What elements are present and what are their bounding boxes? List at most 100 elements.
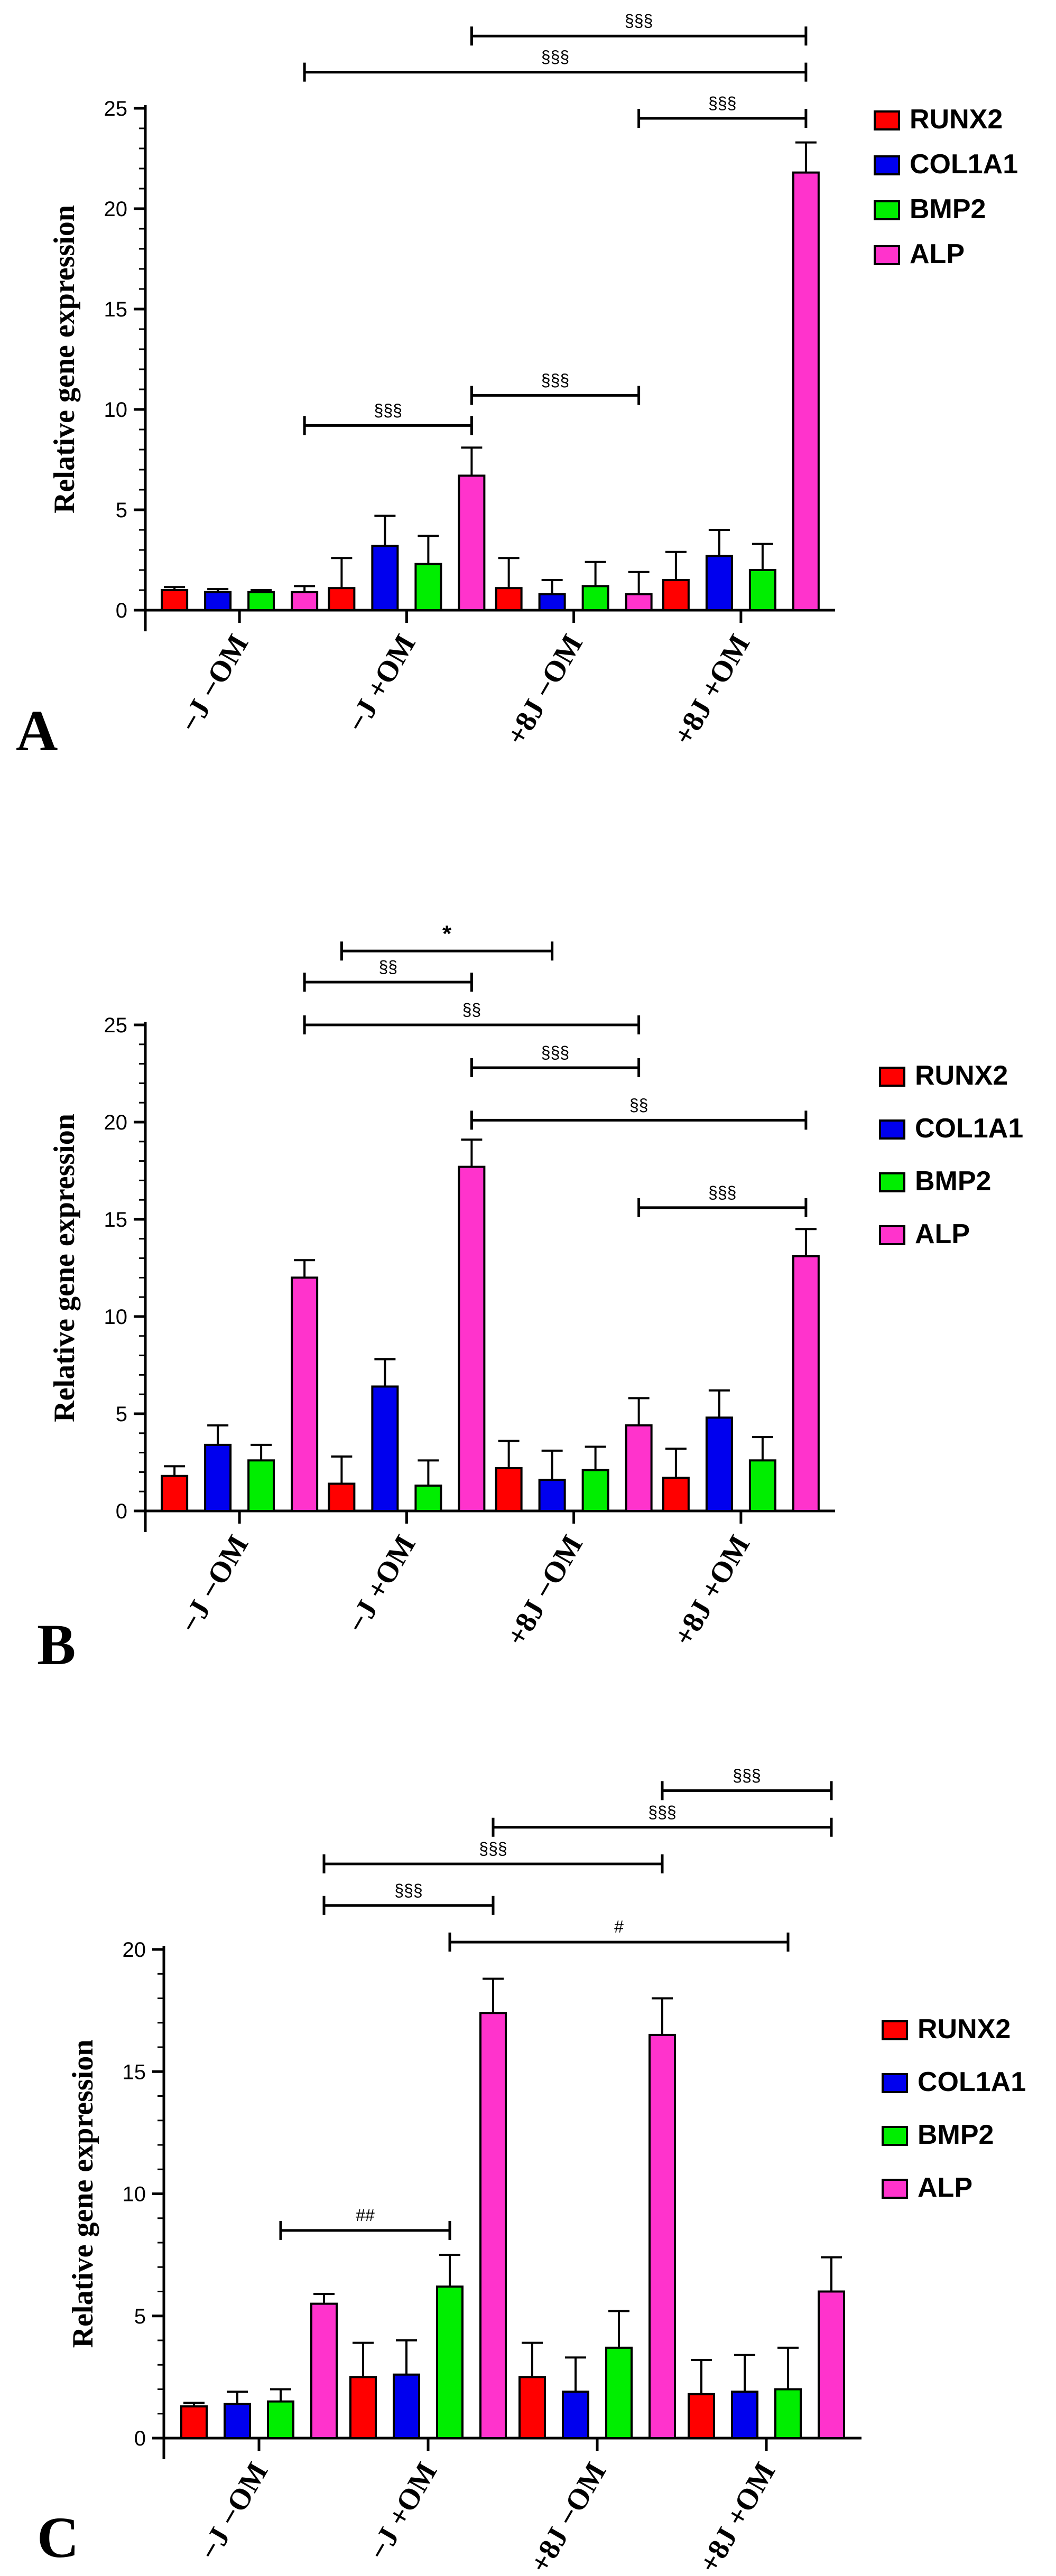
- significance-label: §§§: [625, 11, 653, 30]
- y-tick-label: 20: [123, 1938, 146, 1962]
- bar-runx2: [495, 587, 523, 611]
- x-category-label: +8J +OM: [692, 2457, 782, 2574]
- bar-col1a1: [371, 1385, 399, 1512]
- bar-runx2: [349, 2376, 377, 2439]
- x-category-label: −J +OM: [362, 2457, 443, 2566]
- bar-col1a1: [224, 2403, 251, 2439]
- bar-runx2: [161, 589, 189, 611]
- chart-panel-b: 0 5 10 15 20 25 Relative gene expression −J −OM…: [37, 921, 1023, 1677]
- y-tick-label: 10: [123, 2183, 146, 2206]
- bar-alp: [625, 593, 653, 611]
- legend-swatch-runx2: [882, 2020, 908, 2040]
- bar-alp: [649, 2033, 676, 2439]
- legend-label-alp: ALP: [918, 2172, 972, 2203]
- legend-swatch-runx2: [879, 1067, 905, 1087]
- y-tick-label: 0: [116, 599, 127, 622]
- bar-bmp2: [247, 591, 275, 612]
- significance-label: §§§: [541, 1043, 569, 1062]
- bar-runx2: [662, 1477, 690, 1512]
- y-tick-label: 20: [104, 198, 128, 221]
- panel-letter: C: [37, 2505, 79, 2570]
- x-category-label: −J +OM: [340, 629, 422, 738]
- significance-label: §§§: [733, 1766, 761, 1785]
- bar-bmp2: [267, 2400, 294, 2439]
- legend-label-col1a1: COL1A1: [910, 149, 1018, 180]
- legend-swatch-bmp2: [882, 2126, 908, 2146]
- y-tick-label: 20: [104, 1111, 128, 1134]
- legend-label-runx2: RUNX2: [918, 2014, 1011, 2045]
- bar-col1a1: [705, 1416, 733, 1513]
- bar-alp: [291, 1276, 319, 1512]
- bar-col1a1: [731, 2391, 758, 2439]
- significance-label: *: [442, 921, 452, 947]
- bar-runx2: [662, 579, 690, 611]
- bar-bmp2: [581, 585, 609, 612]
- significance-label: §§§: [394, 1881, 422, 1900]
- x-category-label: −J −OM: [192, 2457, 274, 2566]
- y-axis-label: Relative gene expression: [67, 2040, 99, 2348]
- y-tick-label: 0: [116, 1500, 127, 1523]
- chart-panel-c: 0 5 10 15 20 Relative gene expression −J −OM −J…: [37, 1766, 1026, 2576]
- bar-col1a1: [538, 1479, 566, 1513]
- x-category-label: +8J −OM: [500, 1530, 589, 1651]
- bar-alp: [291, 591, 319, 612]
- bar-runx2: [180, 2405, 208, 2439]
- significance-label: §§§: [648, 1803, 676, 1822]
- x-category-label: −J +OM: [340, 1530, 422, 1639]
- legend-swatch-col1a1: [879, 1119, 905, 1140]
- bar-col1a1: [204, 1443, 232, 1512]
- legend-swatch-col1a1: [882, 2073, 908, 2093]
- significance-label: §§§: [541, 48, 569, 67]
- bar-runx2: [161, 1474, 189, 1513]
- y-tick-label: 15: [104, 1208, 128, 1231]
- y-tick-label: 5: [116, 499, 127, 522]
- significance-label: #: [614, 1917, 624, 1936]
- bar-alp: [792, 171, 820, 612]
- legend-swatch-runx2: [874, 110, 900, 130]
- bar-runx2: [328, 1482, 356, 1512]
- legend-label-alp: ALP: [915, 1219, 970, 1249]
- x-category-label: +8J +OM: [667, 1530, 756, 1651]
- legend-swatch-col1a1: [874, 155, 900, 175]
- significance-label: §§: [629, 1095, 649, 1114]
- y-tick-label: 25: [104, 97, 128, 120]
- legend-swatch-alp: [879, 1225, 905, 1245]
- panel-letter: A: [16, 698, 58, 763]
- significance-label: §§§: [374, 400, 402, 419]
- bar-col1a1: [562, 2391, 589, 2439]
- x-category-label: +8J −OM: [523, 2457, 613, 2574]
- y-tick-label: 15: [104, 298, 128, 321]
- bar-alp: [479, 2012, 507, 2439]
- legend-swatch-bmp2: [879, 1172, 905, 1192]
- legend-label-bmp2: BMP2: [918, 2120, 994, 2150]
- legend-swatch-bmp2: [874, 200, 900, 220]
- bar-bmp2: [414, 563, 442, 611]
- bar-bmp2: [748, 569, 776, 611]
- legend-swatch-alp: [882, 2179, 908, 2199]
- bar-alp: [792, 1255, 820, 1512]
- bar-alp: [458, 474, 486, 612]
- x-category-label: +8J −OM: [500, 629, 589, 751]
- bar-bmp2: [581, 1469, 609, 1512]
- bar-alp: [625, 1424, 653, 1513]
- x-category-label: +8J +OM: [667, 629, 756, 751]
- y-tick-label: 5: [134, 2305, 146, 2328]
- legend-label-runx2: RUNX2: [910, 104, 1003, 135]
- y-tick-label: 0: [134, 2427, 146, 2450]
- legend-label-bmp2: BMP2: [915, 1166, 991, 1197]
- x-category-label: −J −OM: [173, 629, 255, 738]
- chart-panel-a: 0 5 10 15 20 25 Relative gene expression −J −OM…: [16, 11, 1018, 763]
- y-tick-label: 5: [116, 1403, 127, 1426]
- bar-col1a1: [538, 593, 566, 611]
- legend-label-col1a1: COL1A1: [915, 1113, 1023, 1144]
- bar-bmp2: [605, 2346, 633, 2439]
- x-category-label: −J −OM: [173, 1530, 255, 1639]
- legend-label-bmp2: BMP2: [910, 194, 986, 225]
- bar-alp: [310, 2302, 338, 2439]
- bar-col1a1: [204, 591, 232, 612]
- y-tick-label: 10: [104, 1305, 128, 1329]
- bar-alp: [458, 1165, 486, 1512]
- bar-bmp2: [414, 1485, 442, 1512]
